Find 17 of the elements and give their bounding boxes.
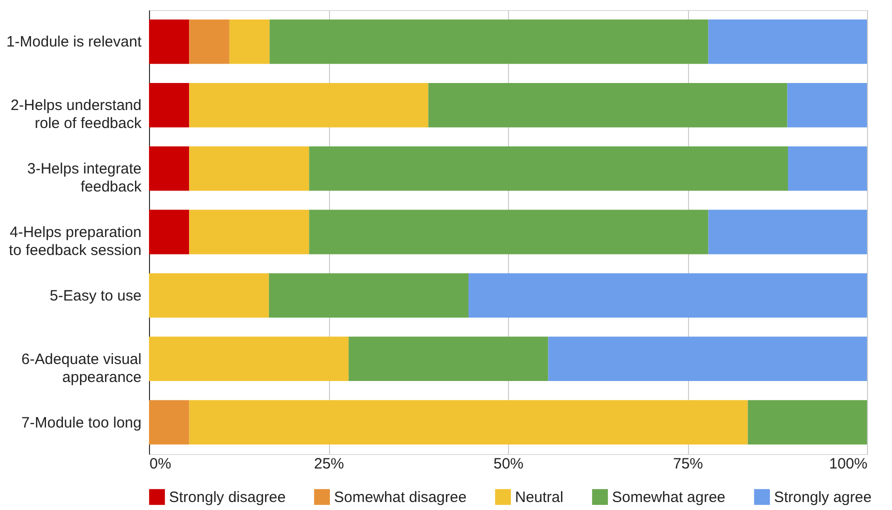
x-tick-label: 25% — [314, 456, 344, 472]
x-tick-label: 0% — [150, 456, 172, 472]
legend-label: Strongly agree — [774, 489, 872, 506]
y-tick-label: 5-Easy to use — [50, 287, 142, 304]
x-tick-label: 75% — [672, 456, 704, 472]
y-tick-label: 1-Module is relevant — [6, 34, 142, 51]
y-tick-label: 6-Adequate visual appearance — [21, 350, 142, 386]
legend-label: Somewhat disagree — [334, 489, 467, 506]
y-tick-label: 2-Helps understand role of feedback — [10, 97, 142, 132]
y-tick-label: 3-Helps integrate feedback — [27, 160, 142, 196]
legend-label: Somewhat agree — [612, 489, 726, 506]
legend-label: Neutral — [515, 489, 564, 506]
x-tick-label: 50% — [493, 456, 524, 472]
y-tick-label: 7-Module too long — [21, 414, 142, 432]
legend-label: Strongly disagree — [169, 489, 286, 506]
y-tick-label: 4-Helps preparation to feedback session — [8, 224, 142, 259]
x-tick-label: 100% — [829, 456, 868, 472]
